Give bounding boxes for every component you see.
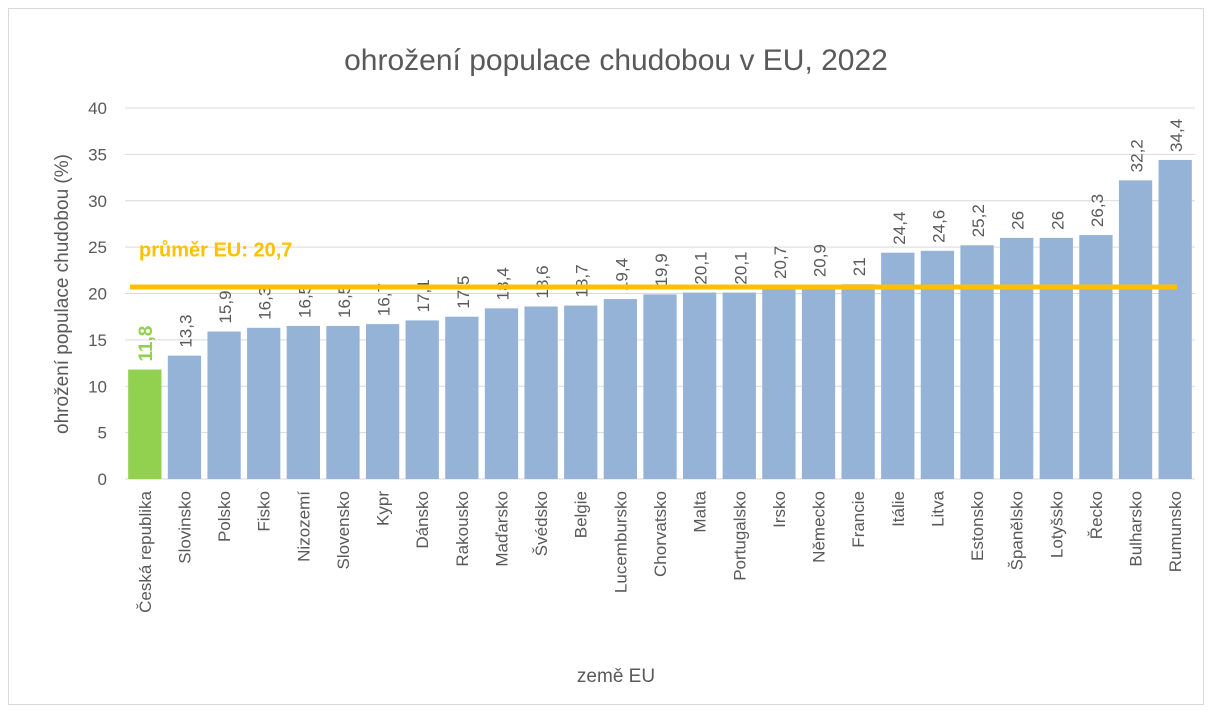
bar bbox=[881, 252, 915, 479]
x-tick-label: Rumunsko bbox=[1166, 491, 1185, 572]
value-label: 18,6 bbox=[533, 265, 552, 298]
y-tick-label: 35 bbox=[88, 145, 107, 164]
x-tick-label: Malta bbox=[691, 490, 710, 532]
value-label: 20,7 bbox=[771, 246, 790, 279]
value-label: 15,9 bbox=[216, 290, 235, 323]
bar bbox=[286, 325, 320, 479]
x-tick-label: Slovensko bbox=[334, 491, 353, 569]
value-label: 17,5 bbox=[454, 276, 473, 309]
x-tick-label: Portugalsko bbox=[730, 491, 749, 581]
value-label: 24,6 bbox=[929, 210, 948, 243]
y-axis-title: ohrožení populace chudobou (%) bbox=[52, 154, 73, 434]
bar bbox=[128, 369, 162, 479]
bar bbox=[682, 292, 717, 479]
x-tick-label: Česká republika bbox=[136, 490, 155, 612]
value-label: 24,4 bbox=[890, 212, 909, 245]
bar bbox=[207, 331, 241, 479]
chart-title: ohrožení populace chudobou v EU, 2022 bbox=[344, 44, 888, 77]
y-tick-label: 25 bbox=[88, 238, 107, 257]
bar bbox=[247, 327, 281, 479]
bar bbox=[643, 294, 677, 479]
bar bbox=[960, 245, 994, 479]
value-label: 18,7 bbox=[573, 264, 592, 297]
y-tick-label: 15 bbox=[88, 331, 107, 350]
bar bbox=[1079, 235, 1113, 479]
value-label: 19,4 bbox=[612, 258, 631, 291]
y-tick-label: 5 bbox=[98, 424, 107, 443]
value-label: 16,5 bbox=[335, 285, 354, 318]
x-tick-label: Fisko bbox=[255, 491, 274, 532]
value-label: 20,1 bbox=[731, 251, 750, 284]
y-tick-label: 0 bbox=[98, 470, 107, 489]
bar bbox=[365, 324, 400, 479]
bar bbox=[326, 325, 360, 479]
bar bbox=[1158, 159, 1192, 479]
bar bbox=[1000, 237, 1034, 479]
x-tick-label: Španělsko bbox=[1008, 491, 1027, 570]
value-label: 20,9 bbox=[811, 244, 830, 277]
y-tick-label: 40 bbox=[88, 99, 107, 118]
bar bbox=[405, 320, 439, 479]
x-tick-label: Lotyšsko bbox=[1047, 491, 1066, 558]
y-tick-label: 10 bbox=[88, 377, 107, 396]
x-tick-label: Švédsko bbox=[532, 491, 551, 556]
x-axis-title: země EU bbox=[577, 666, 655, 687]
x-tick-label: Polsko bbox=[215, 491, 234, 542]
bar bbox=[167, 355, 202, 479]
value-label: 17,1 bbox=[414, 279, 433, 312]
x-tick-label: Estonsko bbox=[968, 491, 987, 561]
bar bbox=[564, 305, 598, 479]
x-tick-label: Řecko bbox=[1087, 491, 1106, 539]
x-tick-label: Slovinsko bbox=[175, 491, 194, 564]
value-label: 26 bbox=[1048, 211, 1067, 230]
value-label: 18,4 bbox=[493, 267, 512, 300]
bar bbox=[445, 316, 479, 479]
x-tick-label: Litva bbox=[928, 490, 947, 526]
bar bbox=[841, 284, 875, 479]
value-label: 19,9 bbox=[652, 253, 671, 286]
average-label: průměr EU: 20,7 bbox=[139, 239, 292, 261]
bar bbox=[722, 292, 756, 479]
y-tick-label: 20 bbox=[88, 285, 107, 304]
value-label: 16,3 bbox=[256, 287, 275, 320]
value-label: 21 bbox=[850, 257, 869, 276]
value-label: 16,7 bbox=[375, 283, 394, 316]
bar bbox=[524, 306, 558, 479]
value-label: 13,3 bbox=[176, 315, 195, 348]
value-label: 32,2 bbox=[1128, 139, 1147, 172]
x-tick-label: Bulharsko bbox=[1127, 491, 1146, 567]
x-tick-label: Dánsko bbox=[413, 491, 432, 549]
x-tick-label: Nizozemí bbox=[294, 491, 313, 562]
bar bbox=[762, 287, 796, 479]
x-tick-label: Německo bbox=[810, 491, 829, 563]
value-label: 26 bbox=[1009, 211, 1028, 230]
x-tick-label: Lucembursko bbox=[611, 491, 630, 593]
value-label: 25,2 bbox=[969, 204, 988, 237]
x-tick-label: Maďarsko bbox=[492, 491, 511, 567]
x-tick-label: Rakousko bbox=[453, 491, 472, 567]
value-label: 20,1 bbox=[692, 251, 711, 284]
x-tick-label: Belgie bbox=[572, 491, 591, 538]
x-tick-label: Irsko bbox=[770, 491, 789, 528]
value-label: 26,3 bbox=[1088, 194, 1107, 227]
bar bbox=[801, 285, 836, 479]
bar bbox=[484, 308, 519, 479]
x-tick-label: Itálie bbox=[889, 491, 908, 527]
value-label: 34,4 bbox=[1167, 119, 1186, 152]
x-tick-label: Kypr bbox=[374, 491, 393, 526]
bar bbox=[1118, 180, 1153, 479]
x-tick-label: Chorvatsko bbox=[651, 491, 670, 577]
value-label: 11,8 bbox=[136, 326, 157, 362]
value-label: 16,5 bbox=[295, 285, 314, 318]
bar bbox=[603, 299, 638, 479]
x-tick-label: Francie bbox=[849, 491, 868, 548]
y-tick-label: 30 bbox=[88, 192, 107, 211]
bar bbox=[1039, 237, 1073, 479]
